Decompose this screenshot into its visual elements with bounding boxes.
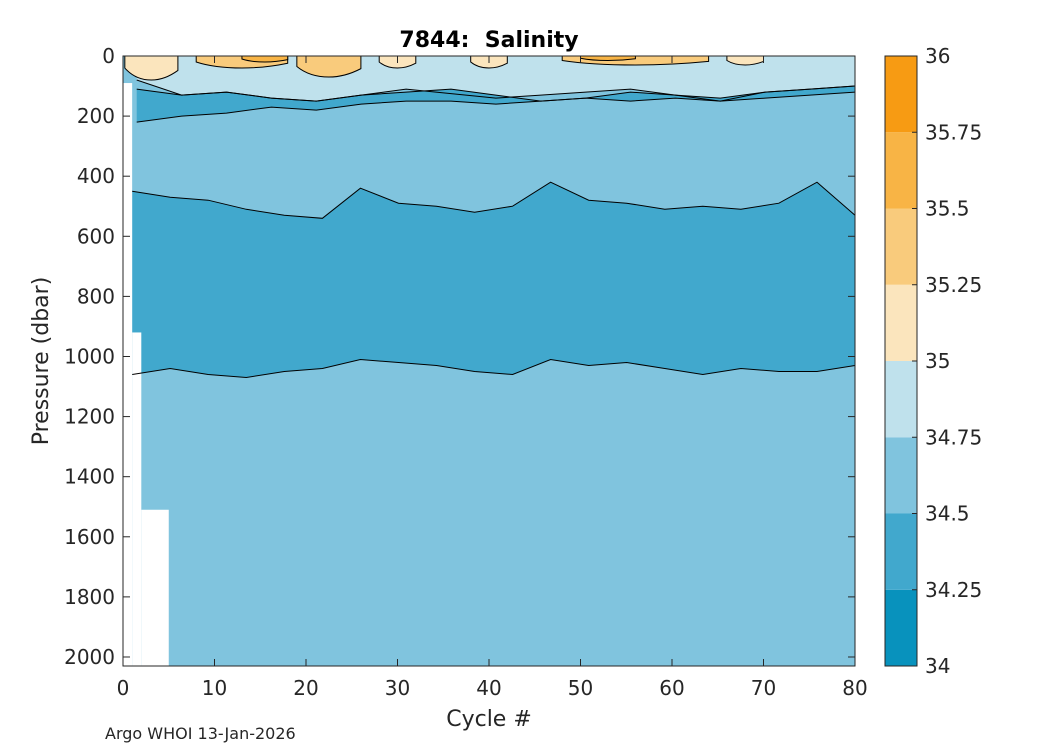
y-tick-label: 1800 [64, 585, 115, 609]
y-tick-label: 600 [77, 224, 115, 248]
colorbar-swatch [885, 56, 917, 133]
y-tick-label: 0 [102, 44, 115, 68]
shallow-core-lower-contour [136, 91, 856, 123]
colorbar-tick-label: 36 [925, 44, 950, 68]
colorbar-swatch [885, 208, 917, 285]
intermediate-core [132, 182, 855, 378]
colorbar-tick-label: 35.5 [925, 197, 970, 221]
y-tick-label: 1400 [64, 465, 115, 489]
colorbar-tick-label: 35.75 [925, 120, 982, 144]
colorbar-swatch [885, 513, 917, 590]
colorbar-tick-label: 34.75 [925, 425, 982, 449]
y-tick-label: 800 [77, 284, 115, 308]
colorbar-tick-label: 35.25 [925, 273, 982, 297]
salty-patch-9 [726, 55, 764, 66]
missing-data-1 [123, 83, 133, 667]
x-tick-label: 60 [659, 676, 684, 700]
y-tick-label: 1600 [64, 525, 115, 549]
intermediate-core-upper-contour [132, 181, 856, 219]
x-tick-label: 0 [117, 676, 130, 700]
missing-data-2 [132, 332, 142, 666]
x-tick-label: 80 [842, 676, 867, 700]
x-tick-label: 30 [385, 676, 410, 700]
salty-patch-4 [296, 55, 362, 78]
x-tick-label: 10 [202, 676, 227, 700]
missing-data-3 [141, 509, 169, 666]
y-tick-label: 400 [77, 164, 115, 188]
salty-patch-1 [124, 55, 179, 81]
salty-patch-3 [241, 55, 289, 63]
x-tick-label: 40 [476, 676, 501, 700]
chart-title: 7844: Salinity [399, 28, 578, 53]
y-tick-label: 1200 [64, 405, 115, 429]
shallow-core-upper-contour [136, 85, 856, 102]
y-tick-label: 200 [77, 104, 115, 128]
colorbar: 34 34.25 34.5 34.75 35 35.25 35.5 35.75 36 [884, 44, 982, 678]
colorbar-swatch [885, 589, 917, 666]
y-tick-label: 2000 [64, 645, 115, 669]
colorbar-tick-label: 34 [925, 654, 950, 678]
y-axis-title: Pressure (dbar) [29, 277, 54, 446]
credit-footer: Argo WHOI 13-Jan-2026 [105, 724, 296, 743]
colorbar-swatch [885, 437, 917, 514]
x-tick-label: 70 [751, 676, 776, 700]
colorbar-swatch [885, 284, 917, 361]
colorbar-tick-label: 34.5 [925, 502, 970, 526]
intermediate-core-lower-contour [132, 358, 856, 379]
x-tick-label: 50 [568, 676, 593, 700]
colorbar-swatch [885, 361, 917, 438]
y-axis: 0 200 400 600 800 1000 1200 1400 1600 1800 2000 [64, 44, 855, 669]
contour-lines [132, 79, 856, 379]
colorbar-swatch [885, 132, 917, 209]
x-axis: 0 10 20 30 40 50 60 70 80 [117, 56, 868, 700]
plot-area [123, 55, 855, 667]
y-tick-label: 1000 [64, 344, 115, 368]
salty-patch-8 [580, 55, 636, 62]
x-tick-label: 20 [293, 676, 318, 700]
colorbar-tick-label: 35 [925, 349, 950, 373]
colorbar-tick-label: 34.25 [925, 578, 982, 602]
x-axis-title: Cycle # [446, 707, 532, 732]
